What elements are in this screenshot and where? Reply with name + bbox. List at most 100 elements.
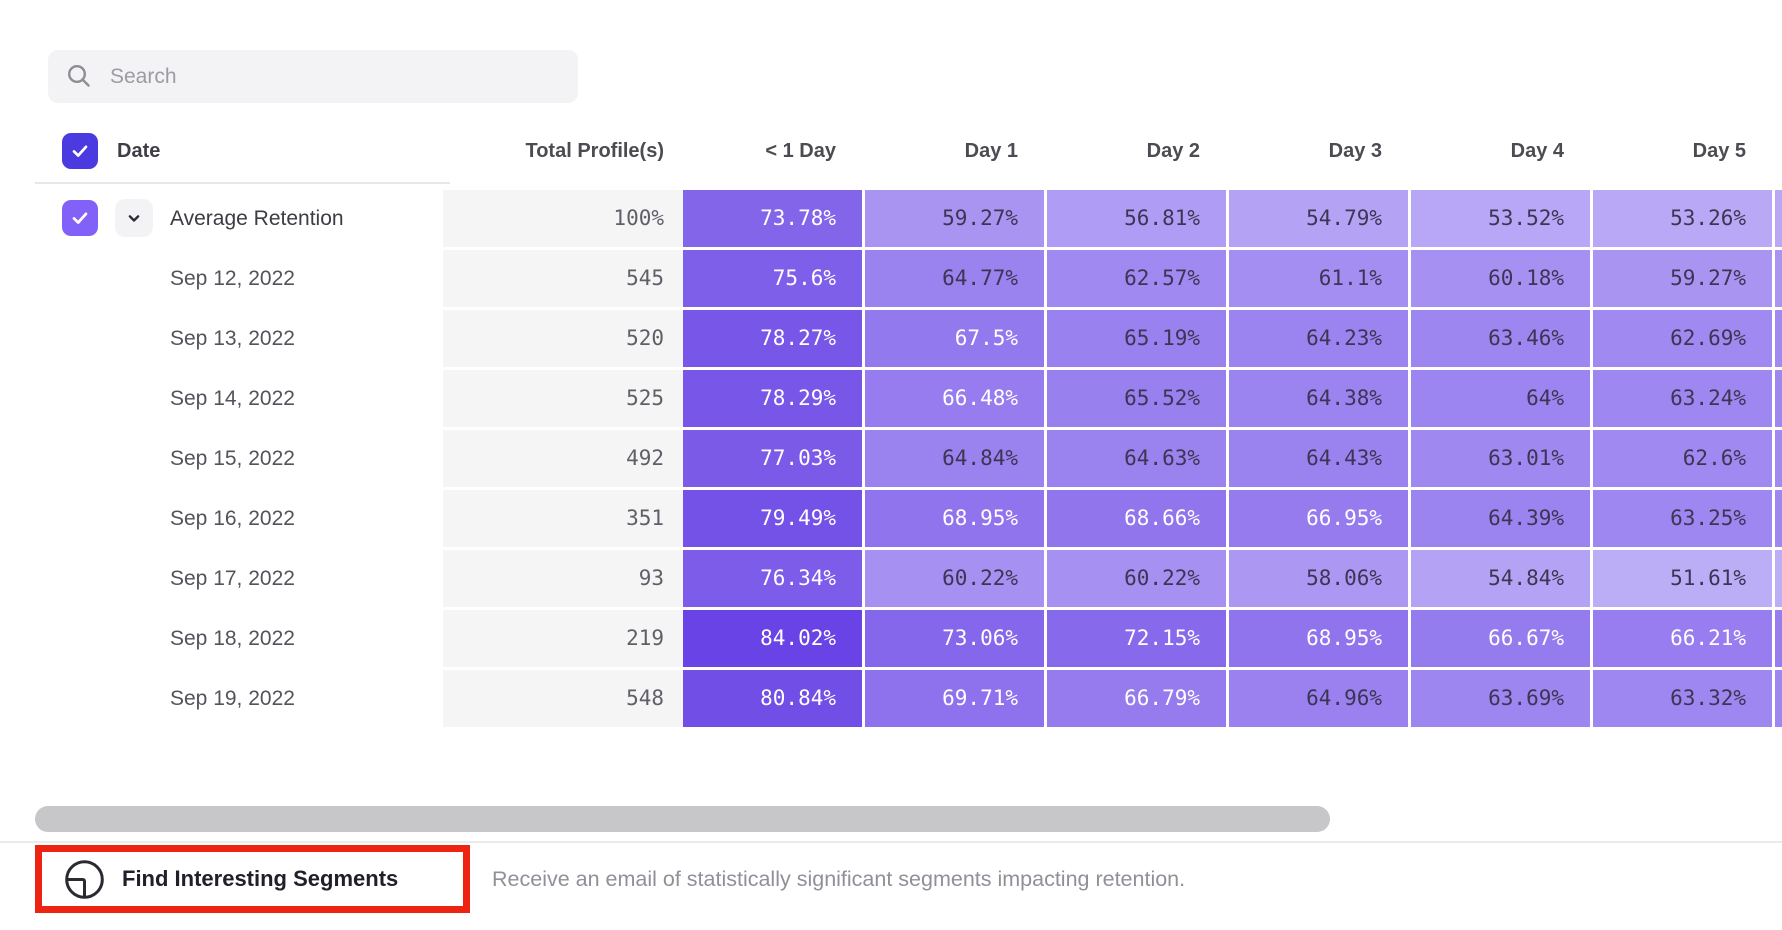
retention-cell[interactable]: 69.71% [865,670,1044,727]
total-profiles-cell: 520 [443,310,688,367]
row-date-label: Sep 15, 2022 [170,447,295,470]
retention-cell[interactable]: 77.03% [683,430,862,487]
retention-cell[interactable]: 66.95% [1229,490,1408,547]
retention-cell[interactable]: 66.48% [865,370,1044,427]
retention-cell[interactable]: 56.81% [1047,190,1226,247]
retention-cell[interactable]: 63.46% [1411,310,1590,367]
row-date-label: Sep 16, 2022 [170,507,295,530]
column-header: Day 3 [1328,140,1382,162]
column-header: < 1 Day [765,140,836,162]
retention-cell[interactable]: 62.69% [1593,310,1772,367]
select-all-checkbox[interactable] [62,133,98,169]
column-header: Day 4 [1510,140,1564,162]
next-column-sliver [1775,250,1782,307]
retention-cell[interactable]: 59.27% [865,190,1044,247]
row-date-label: Sep 13, 2022 [170,327,295,350]
retention-cell[interactable]: 64% [1411,370,1590,427]
retention-cell[interactable]: 67.5% [865,310,1044,367]
retention-cell[interactable]: 64.39% [1411,490,1590,547]
total-profiles-cell: 93 [443,550,688,607]
retention-cell[interactable]: 63.01% [1411,430,1590,487]
column-header: Day 5 [1692,140,1746,162]
retention-cell[interactable]: 79.49% [683,490,862,547]
retention-cell[interactable]: 63.25% [1593,490,1772,547]
retention-cell[interactable]: 63.24% [1593,370,1772,427]
total-profiles-cell: 492 [443,430,688,487]
retention-cell[interactable]: 68.66% [1047,490,1226,547]
total-profiles-cell: 548 [443,670,688,727]
retention-cell[interactable]: 53.26% [1593,190,1772,247]
next-column-sliver [1775,610,1782,667]
retention-cell[interactable]: 66.79% [1047,670,1226,727]
retention-cell[interactable]: 53.52% [1411,190,1590,247]
retention-cell[interactable]: 62.6% [1593,430,1772,487]
row-date-label: Sep 19, 2022 [170,687,295,710]
retention-cell[interactable]: 51.61% [1593,550,1772,607]
retention-cell[interactable]: 76.34% [683,550,862,607]
retention-cell[interactable]: 78.27% [683,310,862,367]
check-icon [72,212,88,224]
retention-cell[interactable]: 80.84% [683,670,862,727]
retention-cell[interactable]: 72.15% [1047,610,1226,667]
retention-cell[interactable]: 68.95% [1229,610,1408,667]
retention-cell[interactable]: 64.23% [1229,310,1408,367]
retention-cell[interactable]: 63.69% [1411,670,1590,727]
average-retention-label: Average Retention [170,207,344,230]
search-bar [48,50,578,103]
find-interesting-segments-button[interactable]: Find Interesting Segments [64,855,398,903]
next-column-sliver [1775,310,1782,367]
chevron-down-icon [128,215,140,222]
segments-button-label: Find Interesting Segments [122,866,399,891]
next-column-sliver [1775,370,1782,427]
retention-cell[interactable]: 64.84% [865,430,1044,487]
retention-cell[interactable]: 60.22% [865,550,1044,607]
search-input[interactable] [108,63,542,90]
retention-cell[interactable]: 75.6% [683,250,862,307]
retention-cell[interactable]: 64.43% [1229,430,1408,487]
check-icon [72,145,88,157]
footer-divider [0,841,1782,843]
retention-cell[interactable]: 73.06% [865,610,1044,667]
retention-cell[interactable]: 61.1% [1229,250,1408,307]
retention-cell[interactable]: 59.27% [1593,250,1772,307]
column-header: Total Profile(s) [525,140,664,162]
next-column-sliver [1775,190,1782,247]
retention-cell[interactable]: 64.38% [1229,370,1408,427]
retention-cell[interactable]: 54.84% [1411,550,1590,607]
retention-cell[interactable]: 60.18% [1411,250,1590,307]
total-profiles-cell: 545 [443,250,688,307]
segments-description: Receive an email of statistically signif… [492,867,1186,891]
retention-cell[interactable]: 63.32% [1593,670,1772,727]
retention-cell[interactable]: 73.78% [683,190,862,247]
retention-cell[interactable]: 65.52% [1047,370,1226,427]
header-divider [35,182,450,184]
average-retention-checkbox[interactable] [62,200,98,236]
row-date-label: Sep 14, 2022 [170,387,295,410]
retention-cell[interactable]: 62.57% [1047,250,1226,307]
next-column-sliver [1775,490,1782,547]
retention-cell[interactable]: 68.95% [865,490,1044,547]
annotation-rectangle [35,845,470,913]
retention-cell[interactable]: 84.02% [683,610,862,667]
retention-cell[interactable]: 54.79% [1229,190,1408,247]
retention-cell[interactable]: 64.96% [1229,670,1408,727]
horizontal-scrollbar-thumb[interactable] [35,806,1330,832]
retention-cell[interactable]: 64.63% [1047,430,1226,487]
retention-cell[interactable]: 66.67% [1411,610,1590,667]
column-header: Day 1 [964,140,1018,162]
column-header: Day 2 [1146,140,1200,162]
retention-cell[interactable]: 78.29% [683,370,862,427]
retention-cell[interactable]: 60.22% [1047,550,1226,607]
total-profiles-cell: 351 [443,490,688,547]
expand-rows-button[interactable] [115,199,153,237]
row-date-label: Sep 18, 2022 [170,627,295,650]
next-column-sliver [1775,550,1782,607]
next-column-sliver [1775,430,1782,487]
retention-cell[interactable]: 58.06% [1229,550,1408,607]
retention-cell[interactable]: 66.21% [1593,610,1772,667]
retention-cell[interactable]: 64.77% [865,250,1044,307]
retention-cell[interactable]: 65.19% [1047,310,1226,367]
total-profiles-cell: 100% [443,190,688,247]
total-profiles-cell: 525 [443,370,688,427]
